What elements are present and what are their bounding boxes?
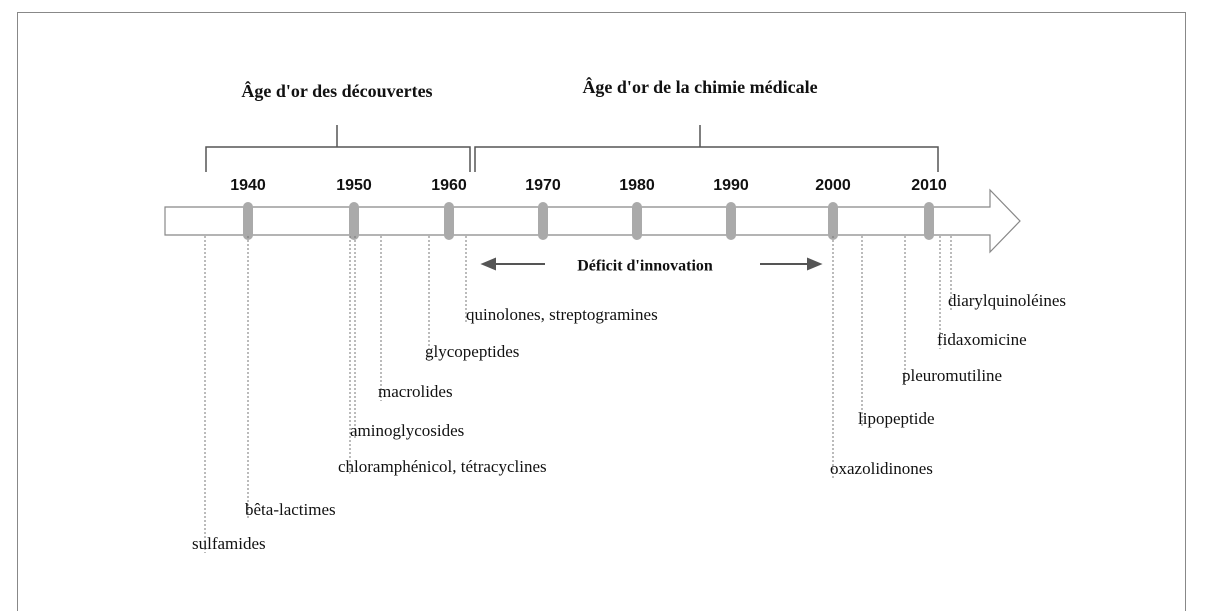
discovery-label: diarylquinoléines (948, 291, 1066, 310)
year-tick (726, 202, 736, 240)
year-tick (349, 202, 359, 240)
year-tick (243, 202, 253, 240)
year-label: 1970 (525, 177, 561, 194)
discovery-label: fidaxomicine (937, 330, 1027, 349)
period-label: Âge d'or des découvertes (241, 80, 432, 101)
bracket (474, 125, 939, 172)
timeline-arrow (164, 188, 1021, 254)
year-label: 1960 (431, 177, 467, 194)
frame (17, 12, 1186, 611)
deficit-label: Déficit d'innovation (577, 258, 713, 275)
discovery-label: quinolones, streptogramines (466, 305, 658, 324)
discovery-label: macrolides (378, 382, 453, 401)
discovery-label: aminoglycosides (350, 421, 464, 440)
year-tick (828, 202, 838, 240)
year-tick (632, 202, 642, 240)
discovery-label: pleuromutiline (902, 366, 1002, 385)
year-tick (444, 202, 454, 240)
year-label: 2000 (815, 177, 851, 194)
year-label: 1950 (336, 177, 372, 194)
discovery-label: oxazolidinones (830, 459, 933, 478)
discovery-label: bêta-lactimes (245, 500, 336, 519)
discovery-label: sulfamides (192, 534, 266, 553)
deficit-arrows (480, 257, 823, 271)
year-label: 1990 (713, 177, 749, 194)
bracket (205, 125, 471, 172)
year-tick (538, 202, 548, 240)
year-tick (924, 202, 934, 240)
discovery-label: lipopeptide (858, 409, 934, 428)
discovery-label: glycopeptides (425, 342, 519, 361)
discovery-label: chloramphénicol, tétracyclines (338, 457, 547, 476)
year-label: 2010 (911, 177, 947, 194)
period-label: Âge d'or de la chimie médicale (582, 76, 817, 97)
year-label: 1980 (619, 177, 655, 194)
year-label: 1940 (230, 177, 266, 194)
